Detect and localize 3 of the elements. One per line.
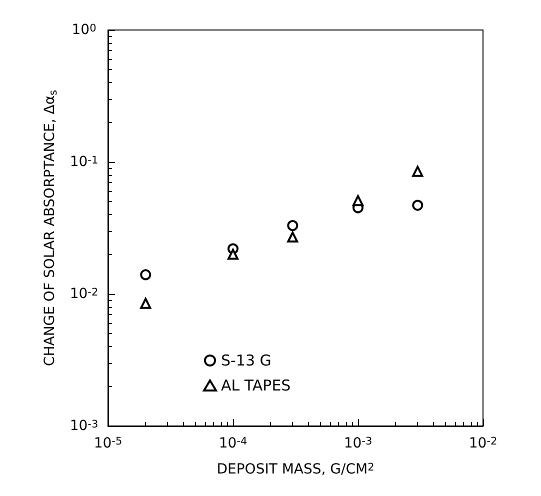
legend-label: AL TAPES (221, 376, 291, 394)
legend-label: S-13 G (221, 352, 272, 370)
y-axis-title: CHANGE OF SOLAR ABSORPTANCE, Δαs (42, 90, 60, 366)
